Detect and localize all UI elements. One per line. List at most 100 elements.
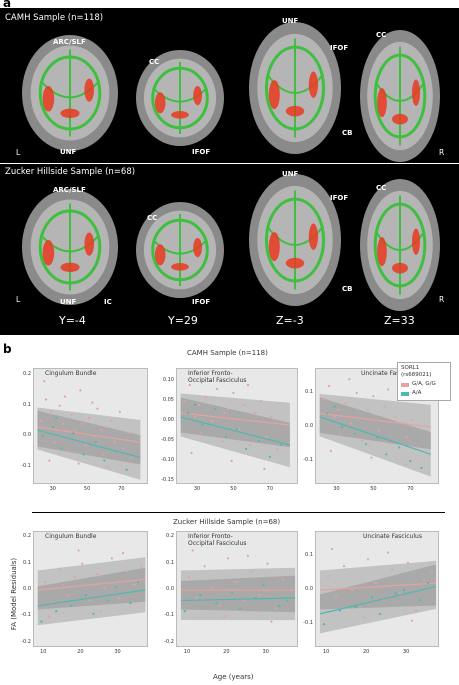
data-point [130, 456, 133, 459]
data-point [403, 463, 406, 466]
data-point [191, 549, 194, 552]
camh-sample-title: CAMH Sample (n=118) [5, 13, 104, 23]
y-tick-label: 0.2 [23, 371, 31, 378]
confidence-band [320, 560, 436, 610]
y-tick-label: 0.0 [23, 586, 31, 592]
data-point [51, 425, 54, 429]
confidence-band [37, 410, 141, 480]
data-point [387, 388, 390, 391]
data-point [118, 410, 121, 413]
panel-letter-b: b [3, 342, 12, 356]
y-tick-label: -0.05 [161, 437, 174, 443]
scatter-plot-area [33, 368, 148, 484]
data-point [91, 401, 94, 404]
y-tick-label: 0.10 [162, 377, 174, 383]
data-point [73, 575, 76, 578]
scatter-plot-svg [180, 379, 291, 471]
legend-label-aa: A/A [412, 390, 422, 396]
data-point [398, 592, 402, 595]
significant-cluster [60, 108, 80, 118]
data-point [276, 447, 279, 451]
data-point [257, 439, 261, 443]
label-ifof-2: IFOF [330, 44, 349, 52]
scatter-plot-svg [37, 380, 141, 480]
label-unf-4: UNF [282, 170, 299, 178]
x-tick-label: 10 [183, 649, 191, 655]
data-point [67, 450, 70, 453]
legend-title: SORL1 (rs689021) [401, 365, 432, 378]
data-point [245, 447, 248, 451]
data-point [334, 595, 338, 598]
label-ifof-4: IFOF [330, 194, 349, 202]
data-point [72, 432, 75, 435]
data-point [210, 419, 213, 423]
label-cc-1: CC [149, 58, 160, 66]
data-point [278, 604, 281, 607]
data-point [118, 596, 121, 600]
significant-cluster [84, 232, 94, 256]
x-tick-label: 70 [407, 486, 414, 492]
panel-a-divider [0, 163, 459, 164]
x-tick-label: 30 [333, 486, 340, 492]
x-tick-label: 50 [230, 486, 237, 492]
scatter-plot-area [176, 531, 298, 647]
label-unf-1: UNF [60, 148, 77, 156]
data-point [248, 443, 251, 447]
coord-y-neg4: Y=-4 [59, 314, 86, 327]
data-point [353, 432, 356, 435]
data-point [197, 403, 200, 407]
legend-label-ga: G/A, G/G [412, 381, 436, 387]
scatter-plot-area [176, 368, 298, 484]
data-point [43, 380, 46, 383]
significant-cluster [193, 86, 203, 106]
regression-line [319, 586, 437, 615]
significant-cluster [42, 240, 55, 266]
data-point [94, 441, 97, 444]
data-point [140, 565, 143, 568]
y-tick-label: -0.1 [303, 457, 313, 464]
y-tick-label: -0.10 [161, 457, 174, 463]
data-point [383, 405, 386, 408]
y-tick-label: 0.0 [166, 586, 174, 592]
data-point [223, 615, 226, 618]
data-point [81, 562, 84, 565]
right-marker-row2: R [439, 295, 445, 304]
data-point [55, 609, 58, 613]
data-point [92, 612, 95, 615]
data-point [402, 588, 406, 592]
data-point [237, 427, 241, 431]
data-point [187, 575, 190, 578]
plot-title: Inferior Fronto-Occipital Fasciculus [188, 370, 247, 384]
data-point [58, 404, 61, 407]
data-point [338, 432, 342, 435]
data-point [342, 565, 346, 568]
regression-line [319, 582, 437, 591]
data-point [390, 568, 394, 571]
label-ifof-3: IFOF [192, 298, 211, 306]
data-point [377, 429, 381, 432]
x-tick-label: 20 [223, 649, 230, 655]
data-point [370, 456, 373, 459]
data-point [259, 399, 262, 403]
label-cb-2: CB [342, 285, 353, 293]
data-point [70, 413, 73, 416]
data-point [39, 419, 42, 422]
confidence-band [320, 564, 436, 634]
data-point [107, 599, 110, 602]
label-cc-2: CC [376, 31, 387, 39]
x-tick-label: 30 [262, 649, 269, 655]
data-point [226, 407, 230, 411]
significant-cluster [42, 86, 55, 112]
data-point [337, 408, 340, 412]
y-tick-label: 0.2 [23, 533, 31, 540]
data-point [362, 616, 366, 619]
data-point [87, 416, 91, 419]
scatter-plot-area [315, 531, 439, 647]
data-point [282, 578, 285, 581]
significant-cluster [268, 232, 280, 262]
data-point [104, 425, 108, 429]
data-point [409, 460, 412, 463]
data-point [286, 599, 289, 602]
coord-z-33: Z=33 [384, 314, 415, 327]
significant-cluster [285, 257, 305, 269]
